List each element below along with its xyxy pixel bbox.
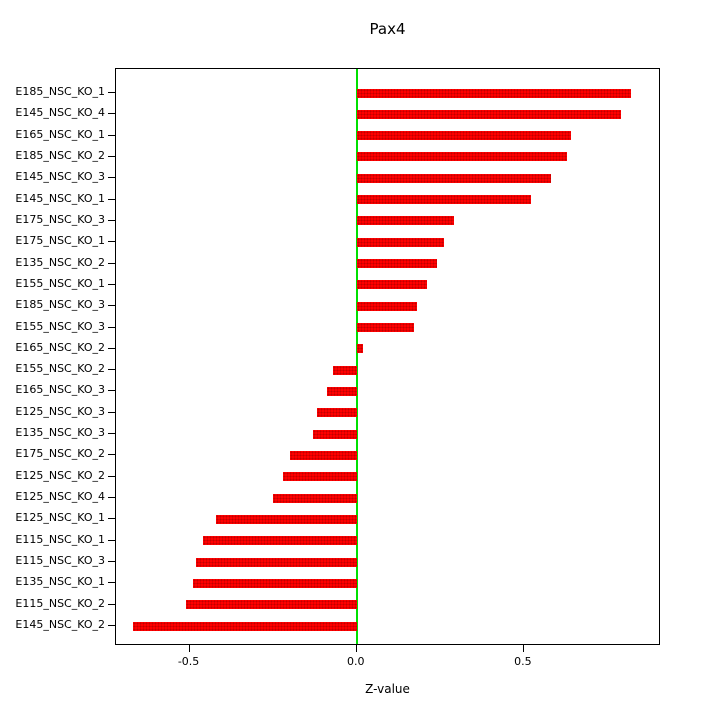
y-axis-tick [108, 134, 115, 136]
y-tick-label-E185_NSC_KO_2: E185_NSC_KO_2 [15, 148, 105, 162]
x-tick-label-0.5: 0.5 [514, 655, 532, 668]
x-axis-tick [355, 645, 357, 652]
bar-E185_NSC_KO_1 [356, 88, 631, 98]
bar-E125_NSC_KO_1 [216, 514, 357, 524]
y-axis-tick [108, 177, 115, 179]
bar-E175_NSC_KO_3 [356, 216, 454, 226]
x-tick-label-0.0: 0.0 [346, 655, 365, 668]
y-tick-label-E135_NSC_KO_3: E135_NSC_KO_3 [15, 426, 105, 440]
y-axis-tick [108, 411, 115, 413]
y-tick-label-E125_NSC_KO_3: E125_NSC_KO_3 [15, 404, 105, 418]
y-axis-tick [108, 390, 115, 392]
y-tick-label-E135_NSC_KO_2: E135_NSC_KO_2 [15, 255, 105, 269]
y-tick-label-E185_NSC_KO_1: E185_NSC_KO_1 [15, 85, 105, 98]
y-axis-tick [108, 369, 115, 371]
bar-E115_NSC_KO_1 [202, 536, 357, 546]
y-axis-tick [108, 433, 115, 435]
bar-E185_NSC_KO_2 [356, 152, 568, 162]
y-axis-tick [108, 539, 115, 541]
bar-E155_NSC_KO_3 [356, 323, 414, 333]
y-axis-tick [108, 262, 115, 264]
x-axis-label: Z-value [365, 682, 410, 696]
x-axis-tick [522, 645, 524, 652]
y-tick-label-E145_NSC_KO_4: E145_NSC_KO_4 [15, 106, 105, 120]
bar-E175_NSC_KO_2 [289, 450, 357, 460]
y-tick-label-E155_NSC_KO_2: E155_NSC_KO_2 [15, 362, 105, 376]
bar-E125_NSC_KO_4 [273, 493, 357, 503]
y-tick-label-E145_NSC_KO_3: E145_NSC_KO_3 [15, 170, 105, 184]
bar-E135_NSC_KO_2 [356, 259, 437, 269]
x-tick-label--0.5: -0.5 [177, 655, 200, 668]
bar-E125_NSC_KO_3 [316, 408, 357, 418]
y-tick-label-E115_NSC_KO_3: E115_NSC_KO_3 [15, 554, 105, 568]
y-axis-tick [108, 347, 115, 349]
bar-E145_NSC_KO_2 [132, 621, 357, 631]
y-axis-tick [108, 305, 115, 307]
bar-E115_NSC_KO_3 [196, 557, 357, 567]
y-tick-label-E185_NSC_KO_3: E185_NSC_KO_3 [15, 298, 105, 312]
bar-E155_NSC_KO_1 [356, 280, 427, 290]
y-axis-tick [108, 155, 115, 157]
y-axis-tick [108, 454, 115, 456]
y-tick-label-E155_NSC_KO_1: E155_NSC_KO_1 [15, 276, 105, 290]
y-tick-label-E175_NSC_KO_2: E175_NSC_KO_2 [15, 447, 105, 461]
y-axis-tick [108, 198, 115, 200]
y-axis-tick [108, 603, 115, 605]
bar-E175_NSC_KO_1 [356, 237, 444, 247]
bar-E165_NSC_KO_2 [356, 344, 364, 354]
y-tick-label-E165_NSC_KO_3: E165_NSC_KO_3 [15, 383, 105, 397]
plot-area [115, 68, 660, 645]
y-axis-tick [108, 241, 115, 243]
y-axis-tick [108, 561, 115, 563]
y-tick-label-E135_NSC_KO_1: E135_NSC_KO_1 [15, 575, 105, 589]
y-tick-label-E125_NSC_KO_1: E125_NSC_KO_1 [15, 511, 105, 525]
bar-E145_NSC_KO_4 [356, 109, 621, 119]
bar-E125_NSC_KO_2 [283, 472, 357, 482]
y-axis-tick [108, 113, 115, 115]
y-axis-tick [108, 475, 115, 477]
bar-E145_NSC_KO_3 [356, 173, 551, 183]
y-tick-label-E125_NSC_KO_2: E125_NSC_KO_2 [15, 468, 105, 482]
y-tick-label-E145_NSC_KO_2: E145_NSC_KO_2 [15, 618, 105, 631]
y-tick-label-E115_NSC_KO_1: E115_NSC_KO_1 [15, 532, 105, 546]
y-tick-label-E125_NSC_KO_4: E125_NSC_KO_4 [15, 490, 105, 504]
bar-E135_NSC_KO_1 [192, 578, 357, 588]
bar-E135_NSC_KO_3 [313, 429, 357, 439]
y-tick-label-E175_NSC_KO_3: E175_NSC_KO_3 [15, 212, 105, 226]
bar-E165_NSC_KO_1 [356, 131, 571, 141]
y-axis-tick [108, 497, 115, 499]
y-tick-label-E145_NSC_KO_1: E145_NSC_KO_1 [15, 191, 105, 205]
chart-title: Pax4 [369, 20, 406, 38]
y-axis-tick [108, 518, 115, 520]
bar-E115_NSC_KO_2 [186, 600, 357, 610]
y-tick-label-E115_NSC_KO_2: E115_NSC_KO_2 [15, 596, 105, 610]
y-tick-label-E155_NSC_KO_3: E155_NSC_KO_3 [15, 319, 105, 333]
y-axis-tick [108, 625, 115, 626]
zero-reference-line [355, 69, 358, 644]
y-axis-tick [108, 582, 115, 584]
y-tick-label-E175_NSC_KO_1: E175_NSC_KO_1 [15, 234, 105, 248]
y-axis-tick [108, 219, 115, 221]
y-axis-tick [108, 283, 115, 285]
bar-E145_NSC_KO_1 [356, 195, 531, 205]
y-axis-tick [108, 326, 115, 328]
bar-E185_NSC_KO_3 [356, 301, 417, 311]
y-axis-tick [108, 92, 115, 93]
bar-E165_NSC_KO_3 [326, 386, 357, 396]
y-tick-label-E165_NSC_KO_2: E165_NSC_KO_2 [15, 340, 105, 354]
y-tick-label-E165_NSC_KO_1: E165_NSC_KO_1 [15, 127, 105, 141]
x-axis-tick [188, 645, 190, 652]
bar-E155_NSC_KO_2 [333, 365, 357, 375]
